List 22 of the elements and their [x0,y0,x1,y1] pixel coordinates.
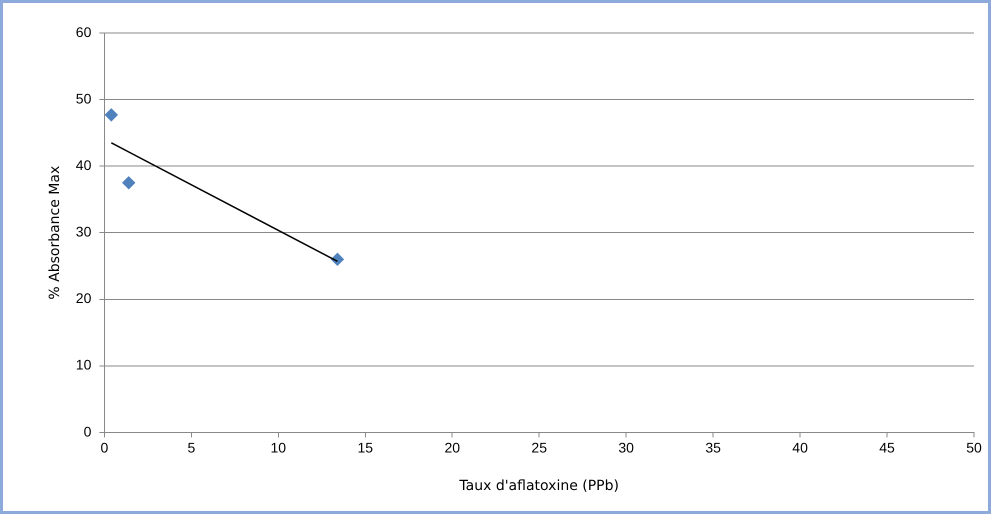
x-tick-label: 25 [531,440,548,456]
y-tick-label: 10 [76,356,92,373]
x-tick-label: 10 [270,440,286,456]
x-tick-label: 30 [618,440,634,456]
x-tick-label: 40 [792,440,808,456]
x-tick-label: 15 [357,440,374,456]
y-tick-label: 30 [76,224,92,240]
x-tick-label: 35 [705,440,722,456]
x-tick-label: 50 [966,440,982,456]
y-tick-label: 50 [76,90,92,106]
x-tick-label: 5 [187,440,196,456]
x-tick-label: 20 [444,440,460,456]
y-tick-label: 20 [76,290,92,306]
x-tick-label: 0 [100,440,108,456]
point [104,108,118,122]
y-axis-title: % Absorbance Max [47,166,64,300]
y-tick-label: 0 [84,423,92,440]
x-axis-title: Taux d'aflatoxine (PPb) [458,478,619,494]
x-tick-label: 45 [879,440,896,456]
y-tick-label: 40 [76,156,92,173]
y-tick-label: 60 [76,24,92,40]
point [122,176,136,190]
